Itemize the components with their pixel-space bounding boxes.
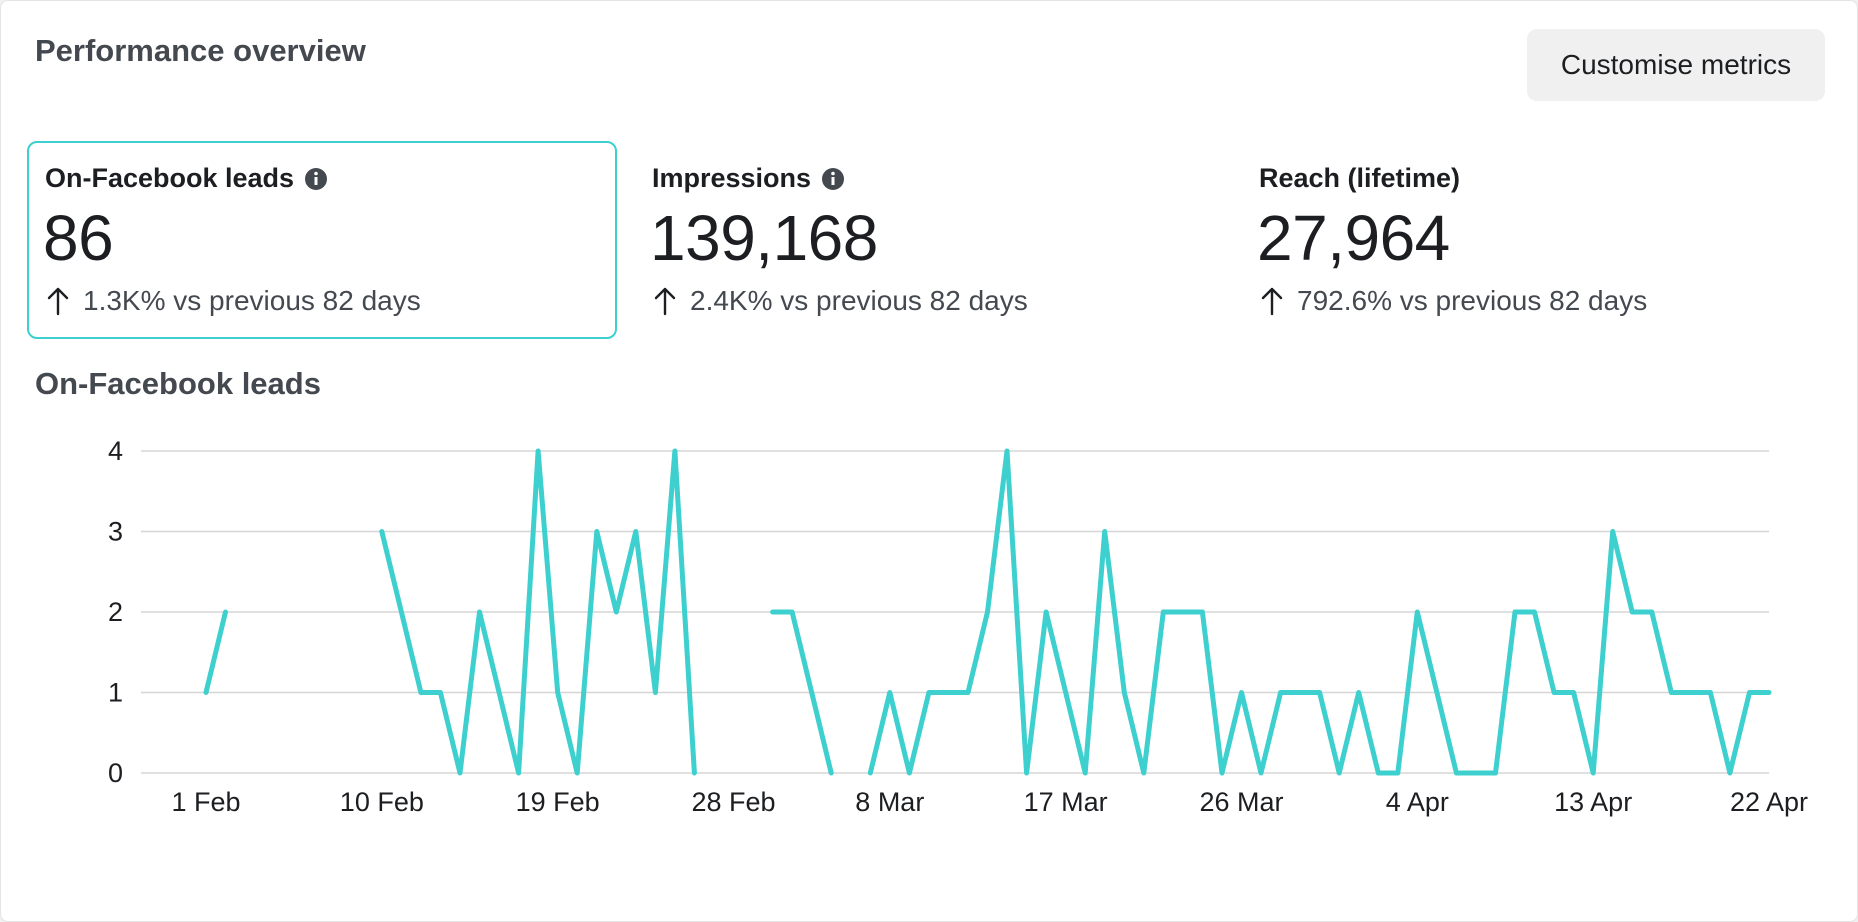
x-tick-label: 22 Apr [1730, 787, 1808, 817]
series-line [203, 609, 228, 695]
series-line [770, 609, 834, 776]
metric-change: 2.4K% vs previous 82 days [654, 285, 1028, 317]
metric-title: Impressions [652, 163, 845, 194]
metric-change-label: 792.6% vs previous 82 days [1297, 285, 1648, 316]
y-tick-label: 1 [108, 678, 123, 708]
x-tick-label: 13 Apr [1554, 787, 1632, 817]
info-icon[interactable] [821, 167, 845, 191]
metric-title-label: On-Facebook leads [45, 163, 295, 193]
x-tick-label: 26 Mar [1199, 787, 1283, 817]
metric-title-label: Impressions [652, 163, 812, 193]
info-icon[interactable] [304, 167, 328, 191]
metric-card-reach[interactable]: Reach (lifetime) 27,964 792.6% vs previo… [1241, 141, 1831, 339]
y-tick-label: 2 [108, 597, 123, 627]
metric-title: On-Facebook leads [45, 163, 328, 194]
metric-change-label: 2.4K% vs previous 82 days [690, 285, 1028, 316]
metric-card-impressions[interactable]: Impressions 139,168 2.4K% vs previous 82… [634, 141, 1224, 339]
x-tick-label: 1 Feb [171, 787, 240, 817]
x-tick-label: 10 Feb [340, 787, 424, 817]
metric-change: 1.3K% vs previous 82 days [47, 285, 421, 317]
x-tick-label: 28 Feb [691, 787, 775, 817]
arrow-up-icon [654, 286, 676, 316]
x-tick-label: 17 Mar [1024, 787, 1108, 817]
page-title: Performance overview [35, 33, 366, 68]
chart-title: On-Facebook leads [35, 366, 321, 401]
metric-title-label: Reach (lifetime) [1259, 163, 1461, 193]
metric-change: 792.6% vs previous 82 days [1261, 285, 1647, 317]
metric-title: Reach (lifetime) [1259, 163, 1460, 194]
metric-card-leads[interactable]: On-Facebook leads 86 1.3K% vs previous 8… [27, 141, 617, 339]
metric-value: 27,964 [1257, 202, 1450, 274]
y-tick-label: 0 [108, 758, 123, 788]
customise-metrics-button[interactable]: Customise metrics [1527, 29, 1825, 101]
y-tick-label: 3 [108, 517, 123, 547]
series-line [379, 448, 697, 776]
x-tick-label: 4 Apr [1386, 787, 1449, 817]
metric-change-label: 1.3K% vs previous 82 days [83, 285, 421, 316]
y-tick-label: 4 [108, 436, 123, 466]
leads-line-chart: 0 1 2 3 4 1 Feb 10 Feb 19 Feb 28 Feb 8 Mar 17 Mar 2… [108, 436, 1808, 817]
arrow-up-icon [47, 286, 69, 316]
x-tick-label: 8 Mar [855, 787, 924, 817]
metric-value: 86 [43, 202, 114, 274]
metric-value: 139,168 [650, 202, 878, 274]
arrow-up-icon [1261, 286, 1283, 316]
series-line [867, 448, 1772, 776]
x-tick-label: 19 Feb [516, 787, 600, 817]
